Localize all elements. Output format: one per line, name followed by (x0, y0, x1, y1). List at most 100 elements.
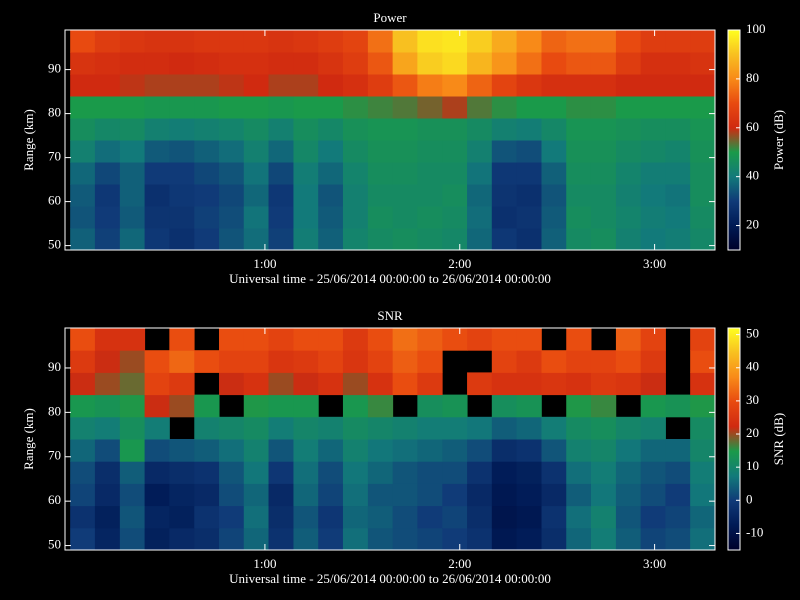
heatmap-cell (392, 416, 418, 440)
heatmap-cell (144, 505, 170, 529)
heatmap-cell (342, 206, 369, 229)
heatmap-cell (219, 228, 245, 251)
heatmap-cell (690, 461, 716, 484)
heatmap-cell (640, 527, 666, 551)
heatmap-cell (367, 394, 394, 418)
heatmap-cell (94, 350, 121, 373)
heatmap-cell (516, 118, 542, 141)
heatmap-cell (70, 228, 96, 251)
heatmap-cell (144, 30, 170, 53)
heatmap-cell (541, 416, 567, 440)
heatmap-cell (169, 372, 195, 396)
heatmap-cell (342, 505, 369, 529)
heatmap-cell (516, 372, 542, 396)
heatmap-cell (144, 118, 170, 141)
heatmap-cell (219, 372, 245, 396)
heatmap-cell (541, 350, 567, 373)
heatmap-cell (491, 140, 518, 163)
heatmap-cell (665, 206, 691, 229)
heatmap-cell (541, 162, 567, 185)
heatmap-cell (268, 439, 294, 462)
heatmap-cell (665, 140, 691, 163)
heatmap-cell (417, 527, 443, 551)
heatmap-cell (590, 439, 617, 462)
chart-title: Power (373, 10, 407, 25)
heatmap-cell (219, 350, 245, 373)
heatmap-cell (94, 461, 121, 484)
colorbar (728, 30, 740, 250)
heatmap-cell (169, 350, 195, 373)
heatmap-cell (70, 416, 96, 440)
heatmap-cell (144, 184, 170, 207)
heatmap-cell (243, 505, 270, 529)
heatmap-cell (417, 184, 443, 207)
heatmap-cell (541, 140, 567, 163)
heatmap-cell (268, 184, 294, 207)
heatmap-cell (169, 30, 195, 53)
heatmap-cell (467, 416, 493, 440)
heatmap-cell (119, 416, 146, 440)
heatmap-cell (640, 162, 666, 185)
heatmap-cell (94, 483, 121, 507)
heatmap-cell (169, 96, 195, 119)
heatmap-cell (194, 96, 220, 119)
heatmap-cell (119, 162, 146, 185)
heatmap-cell (94, 162, 121, 185)
heatmap-cell (219, 118, 245, 141)
heatmap-cell (690, 74, 716, 97)
heatmap-cell (690, 162, 716, 185)
heatmap-cell (640, 30, 666, 53)
heatmap-cell (169, 328, 195, 351)
heatmap-cell (70, 372, 96, 396)
heatmap-cell (541, 505, 567, 529)
heatmap-cell (70, 140, 96, 163)
heatmap-cell (169, 118, 195, 141)
colorbar-tick-label: 10 (746, 458, 759, 473)
heatmap-cell (219, 30, 245, 53)
colorbar-tick-label: 30 (746, 392, 759, 407)
heatmap-cell (690, 328, 716, 351)
heatmap-cell (94, 328, 121, 351)
heatmap-cell (293, 372, 319, 396)
heatmap-cell (318, 118, 344, 141)
heatmap-cell (342, 483, 369, 507)
y-tick-label: 50 (48, 237, 61, 252)
heatmap-cell (566, 228, 592, 251)
heatmap-cell (367, 228, 394, 251)
heatmap-cell (640, 505, 666, 529)
heatmap-cell (293, 96, 319, 119)
heatmap-cell (367, 96, 394, 119)
heatmap-cell (169, 140, 195, 163)
heatmap-cell (219, 416, 245, 440)
heatmap-cell (169, 527, 195, 551)
heatmap-cell (640, 206, 666, 229)
heatmap-cell (194, 162, 220, 185)
heatmap-cell (70, 328, 96, 351)
colorbar-tick-label: 0 (746, 491, 753, 506)
heatmap-cell (367, 118, 394, 141)
y-tick-label: 60 (48, 492, 61, 507)
heatmap-cell (467, 140, 493, 163)
heatmap-cell (342, 461, 369, 484)
heatmap-cell (94, 118, 121, 141)
heatmap-cell (342, 372, 369, 396)
heatmap-cell (467, 527, 493, 551)
heatmap-cell (590, 505, 617, 529)
heatmap-cell (615, 505, 642, 529)
heatmap-cell (144, 206, 170, 229)
heatmap-cell (442, 140, 468, 163)
heatmap-cell (318, 162, 344, 185)
heatmap-cell (194, 350, 220, 373)
heatmap-cell (467, 30, 493, 53)
heatmap-cell (690, 394, 716, 418)
heatmap-cell (491, 206, 518, 229)
heatmap-cell (194, 30, 220, 53)
heatmap-cell (467, 483, 493, 507)
heatmap-cell (467, 52, 493, 75)
heatmap-cell (516, 52, 542, 75)
heatmap-cell (342, 416, 369, 440)
heatmap-cell (342, 30, 369, 53)
heatmap-cell (70, 461, 96, 484)
heatmap-cell (293, 184, 319, 207)
